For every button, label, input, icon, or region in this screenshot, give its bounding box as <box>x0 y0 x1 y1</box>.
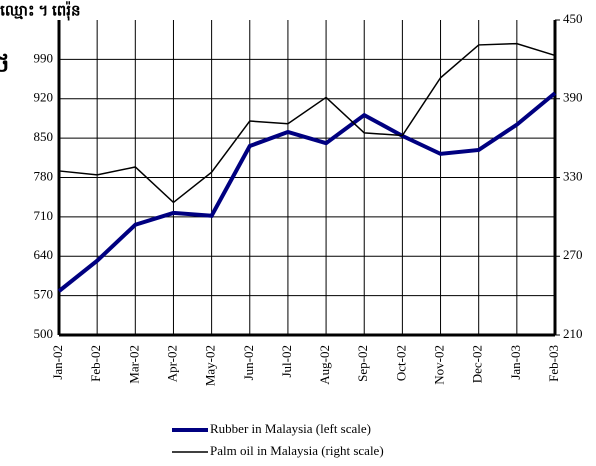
y-tick-label: 710 <box>34 208 54 223</box>
x-tick-label: Aug-02 <box>317 345 332 385</box>
y2-tick-label: 270 <box>563 247 583 262</box>
series-line <box>57 91 557 293</box>
y2-tick-label: 330 <box>563 168 583 183</box>
x-tick-label: Nov-02 <box>432 345 447 385</box>
y2-tick-label: 210 <box>563 326 583 341</box>
y2-tick-label: 450 <box>563 11 583 26</box>
series-line <box>58 42 556 204</box>
x-tick-label: Oct-02 <box>393 345 408 381</box>
y-tick-label: 570 <box>34 287 54 302</box>
x-tick-label: Feb-03 <box>546 345 561 382</box>
y-tick-label: 920 <box>34 90 54 105</box>
y2-tick-label: 390 <box>563 90 583 105</box>
chart-title: /ឈ្មោះ ។ ពេរ៉ុន <box>0 0 81 21</box>
x-tick-label: Jul-02 <box>279 345 294 378</box>
x-tick-label: May-02 <box>203 345 218 386</box>
x-tick-label: Mar-02 <box>126 345 141 384</box>
legend-label: Rubber in Malaysia (left scale) <box>210 421 371 436</box>
y-tick-label: 850 <box>34 129 54 144</box>
y-tick-label: 500 <box>34 326 54 341</box>
x-tick-label: Jun-02 <box>241 345 256 380</box>
x-tick-label: Feb-02 <box>88 345 103 382</box>
legend-label: Palm oil in Malaysia (right scale) <box>210 443 384 458</box>
y-axis-label: ថ <box>0 52 9 78</box>
x-tick-label: Dec-02 <box>470 345 485 383</box>
x-tick-label: Apr-02 <box>164 345 179 382</box>
y-tick-label: 640 <box>34 247 54 262</box>
x-tick-label: Jan-03 <box>508 345 523 380</box>
y-tick-label: 990 <box>34 50 54 65</box>
y-tick-label: 780 <box>34 168 54 183</box>
x-tick-label: Jan-02 <box>50 345 65 380</box>
x-tick-label: Sep-02 <box>355 345 370 382</box>
